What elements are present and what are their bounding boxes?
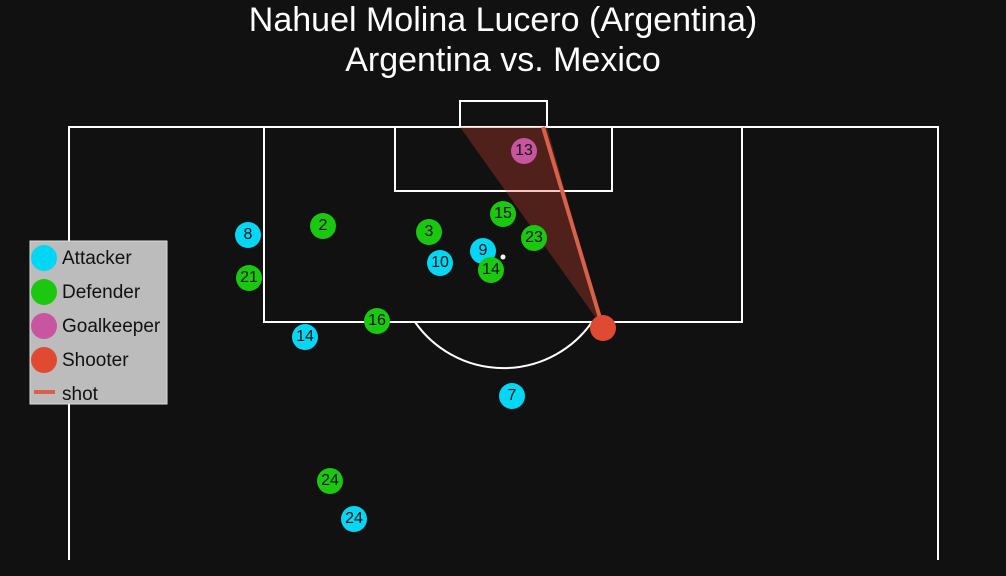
penalty-spot [500, 254, 506, 260]
legend-label: shot [62, 384, 99, 405]
title-line: Nahuel Molina Lucero (Argentina) [249, 1, 757, 39]
legend-swatch [31, 245, 57, 271]
player-number: 7 [508, 387, 517, 404]
player-marker [490, 201, 516, 227]
player-number: 8 [244, 226, 253, 243]
player-number: 16 [368, 312, 386, 329]
player-marker [292, 324, 318, 350]
legend: Attacker Defender Goalkeeper Shooter shot [29, 240, 168, 405]
shooter-marker [590, 315, 616, 341]
player-marker [416, 219, 442, 245]
player-number: 14 [296, 328, 314, 345]
legend-label: Goalkeeper [62, 316, 161, 337]
player-marker [235, 222, 261, 248]
legend-swatch [31, 313, 57, 339]
player-number: 23 [525, 229, 543, 246]
player-marker [310, 213, 336, 239]
player-marker [478, 257, 504, 283]
player-marker [364, 308, 390, 334]
player-number: 9 [479, 242, 488, 259]
penalty-box [263, 126, 743, 323]
player-marker [317, 468, 343, 494]
player-number: 24 [321, 472, 339, 489]
player-number: 3 [425, 223, 434, 240]
player-marker [521, 225, 547, 251]
subtitle-line: Argentina vs. Mexico [345, 41, 661, 79]
legend-label: Shooter [62, 350, 129, 371]
player-marker [499, 383, 525, 409]
player-number: 13 [515, 142, 533, 159]
player-marker [236, 265, 262, 291]
legend-label: Attacker [62, 248, 132, 269]
legend-label: Defender [62, 282, 141, 303]
penalty-arc [414, 321, 593, 370]
player-marker [427, 250, 453, 276]
shot-line [541, 126, 605, 329]
player-number: 10 [431, 254, 449, 271]
legend-swatch [31, 279, 57, 305]
player-marker [341, 506, 367, 532]
legend-swatch [31, 347, 57, 373]
player-number: 14 [482, 261, 500, 278]
player-marker [511, 138, 537, 164]
player-number: 21 [240, 269, 258, 286]
player-number: 2 [319, 217, 328, 234]
player-number: 15 [494, 205, 512, 222]
player-number: 24 [345, 510, 363, 527]
